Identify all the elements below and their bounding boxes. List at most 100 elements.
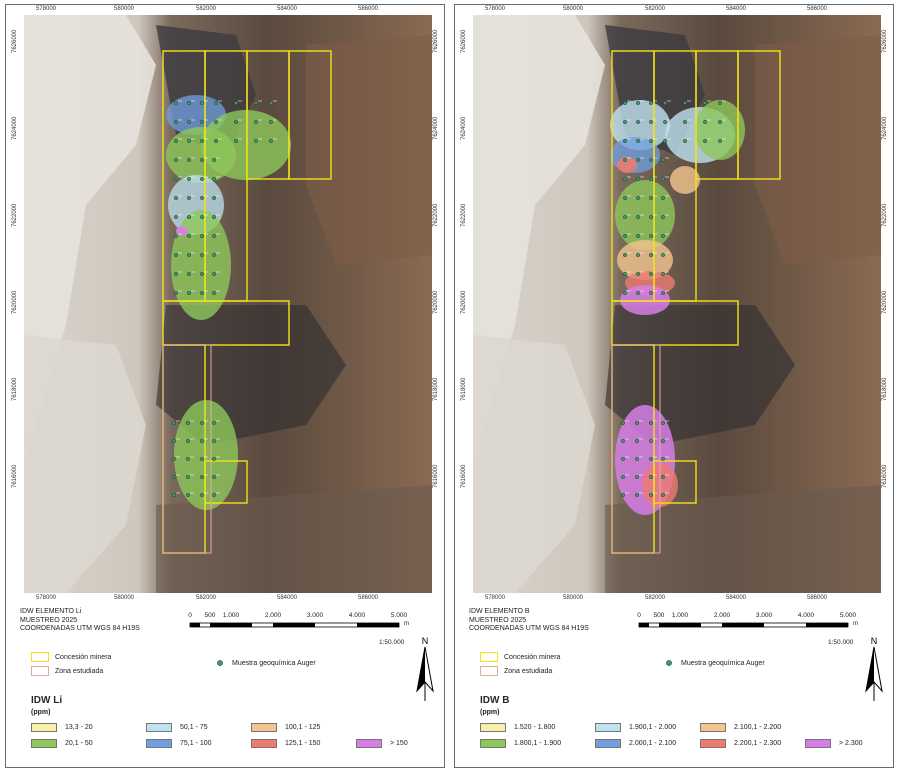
sample-point [187, 177, 191, 181]
legend-class: 100,1 - 125 [251, 723, 320, 732]
sample-point [661, 272, 665, 276]
sample-point-icon [217, 660, 223, 666]
sample-point [636, 291, 640, 295]
sample-point [174, 158, 178, 162]
sample-point [663, 101, 667, 105]
sample-point [187, 272, 191, 276]
x-tick: 584000 [726, 595, 747, 601]
scale-label: 500 [204, 612, 216, 619]
legend-class: 50,1 - 75 [146, 723, 208, 732]
legend-concession: Concesión minera [480, 652, 560, 662]
sample-point [636, 101, 640, 105]
sample-point-icon [666, 660, 672, 666]
class-swatch [595, 739, 621, 748]
sample-point [649, 139, 653, 143]
sample-point [174, 291, 178, 295]
southern-terrain [156, 485, 432, 593]
brown-hills [306, 35, 432, 265]
class-label: 13,3 - 20 [65, 724, 93, 731]
sample-point [200, 421, 204, 425]
y-tick: 7618000 [882, 377, 888, 401]
sample-point [200, 196, 204, 200]
map-frame-b [473, 15, 881, 593]
sample-point [254, 120, 258, 124]
idw-zone [670, 166, 700, 194]
class-swatch [356, 739, 382, 748]
sample-point [661, 253, 665, 257]
sample-point [636, 120, 640, 124]
sample-point [623, 234, 627, 238]
map-title-block: IDW ELEMENTO B MUESTREO 2025 COORDENADAS… [469, 608, 589, 634]
sample-point [718, 139, 722, 143]
legend-class: 1.900,1 - 2.000 [595, 723, 676, 732]
sample-point [649, 272, 653, 276]
sample-point [200, 101, 204, 105]
sample-point [214, 120, 218, 124]
north-label: N [422, 636, 429, 646]
sample-point [174, 177, 178, 181]
class-label: > 150 [390, 740, 408, 747]
concession-boundary [653, 460, 697, 504]
legend-concession-label: Concesión minera [55, 653, 112, 661]
sample-point [172, 475, 176, 479]
sample-point [254, 139, 258, 143]
concession-boundary [737, 50, 781, 180]
sample-point [234, 101, 238, 105]
sample-point [649, 177, 653, 181]
class-label: 125,1 - 150 [285, 740, 321, 747]
sample-point [212, 234, 216, 238]
sample-point [661, 421, 665, 425]
sample-point [200, 291, 204, 295]
y-tick: 7616000 [12, 464, 18, 488]
sample-point [636, 215, 640, 219]
sample-point [174, 215, 178, 219]
sample-point [661, 475, 665, 479]
sample-point [186, 475, 190, 479]
scale-label: 5.000 [390, 612, 408, 619]
sample-point [623, 158, 627, 162]
x-tick: 582000 [645, 595, 666, 601]
legend-title: IDW Li [31, 695, 63, 706]
sample-point [623, 291, 627, 295]
sample-point [200, 139, 204, 143]
x-tick: 584000 [277, 595, 298, 601]
sample-point [200, 272, 204, 276]
legend-study-zone-label: Zona estudiada [55, 667, 104, 675]
idw-zone [695, 100, 745, 160]
class-label: 100,1 - 125 [285, 724, 321, 731]
sample-point [636, 177, 640, 181]
x-tick: 580000 [563, 6, 584, 12]
sample-point [661, 439, 665, 443]
x-tick: 582000 [196, 595, 217, 601]
class-swatch [805, 739, 831, 748]
x-tick: 586000 [807, 6, 828, 12]
sample-point [661, 196, 665, 200]
sample-point [683, 101, 687, 105]
scale-ratio: 1:50.000 [379, 639, 405, 646]
sample-point [623, 120, 627, 124]
sample-point [649, 457, 653, 461]
idw-zone [166, 127, 236, 183]
sample-point [172, 421, 176, 425]
class-swatch [480, 723, 506, 732]
legend-title: IDW B [480, 695, 510, 706]
y-tick: 7618000 [12, 377, 18, 401]
map-title-block: IDW ELEMENTO Li MUESTREO 2025 COORDENADA… [20, 608, 140, 634]
sample-point [623, 215, 627, 219]
legend-sample-label: Muestra geoquímica Auger [681, 659, 765, 667]
class-label: 1.520 - 1.800 [514, 724, 556, 731]
sample-point [174, 253, 178, 257]
sample-point [636, 272, 640, 276]
y-tick: 7620000 [433, 290, 439, 314]
sample-point [212, 493, 216, 497]
sample-point [623, 196, 627, 200]
salt-flat-south [473, 335, 595, 593]
sample-point [200, 215, 204, 219]
x-tick: 580000 [563, 595, 584, 601]
class-label: 2.100,1 - 2.200 [734, 724, 782, 731]
sample-point [649, 158, 653, 162]
sample-point [623, 139, 627, 143]
y-tick: 7618000 [433, 377, 439, 401]
sample-point [649, 120, 653, 124]
legend-class: 1.520 - 1.800 [480, 723, 555, 732]
